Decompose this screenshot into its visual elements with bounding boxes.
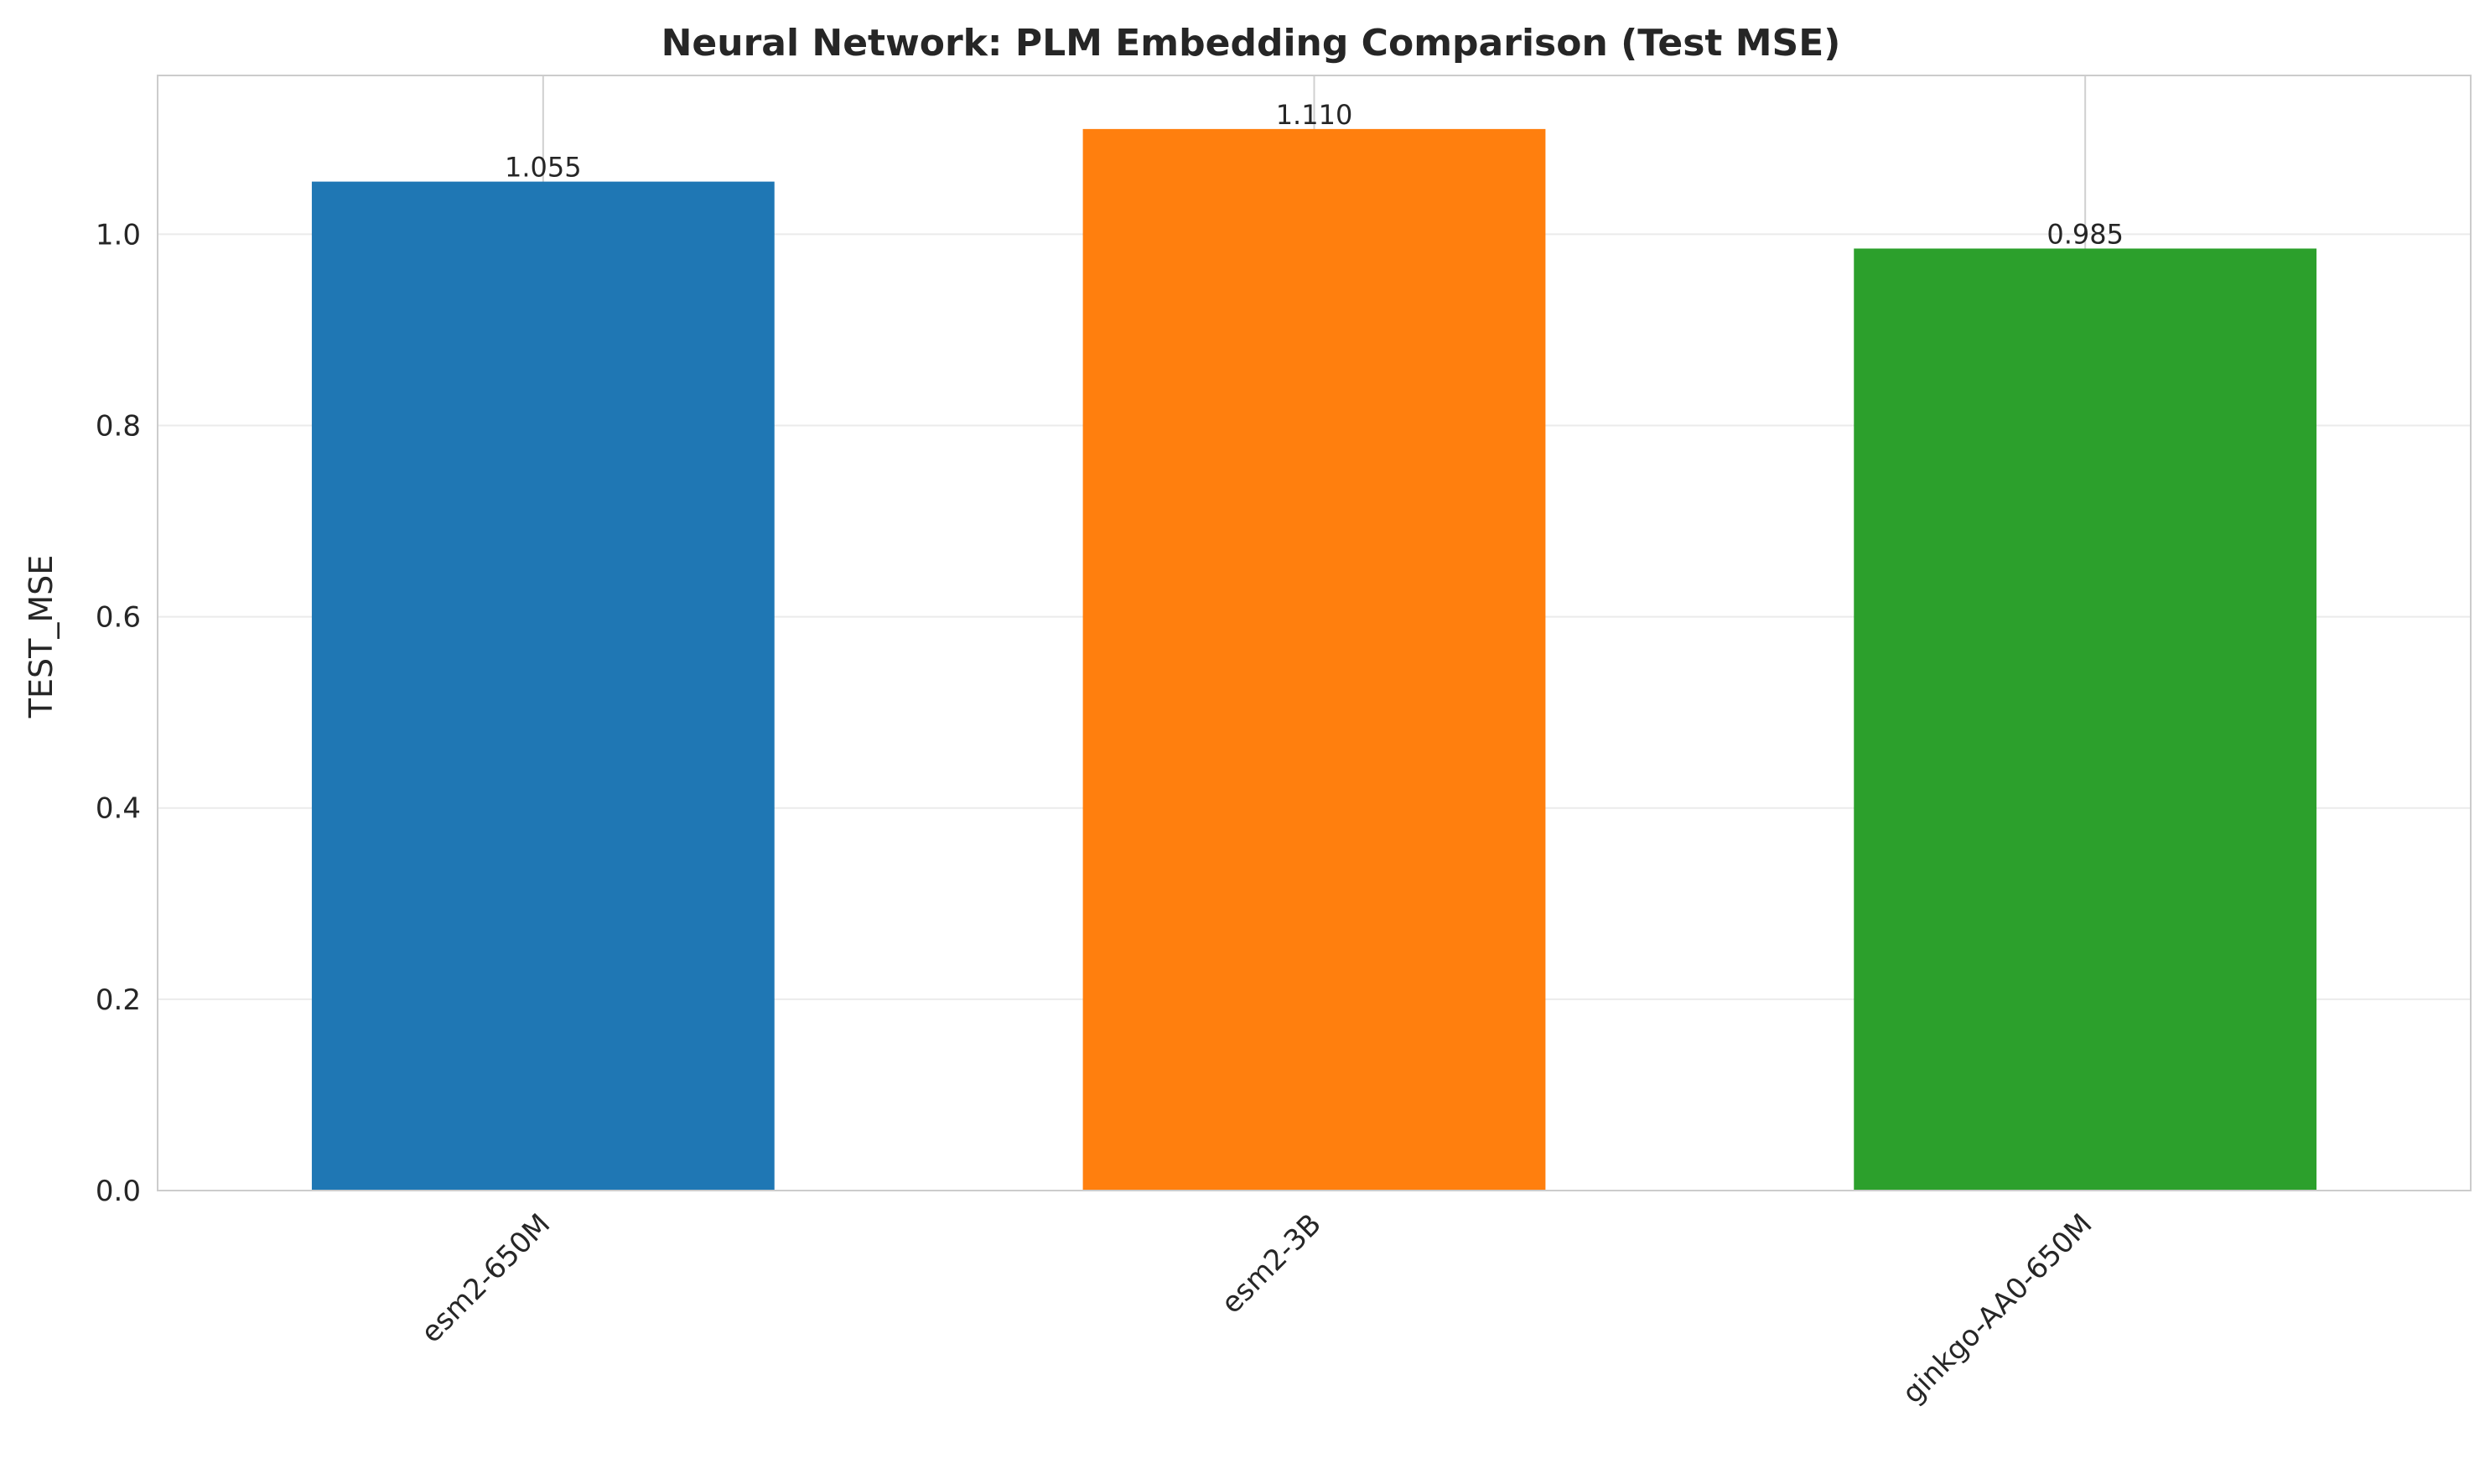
x-tick-label: esm2-650M bbox=[415, 1207, 558, 1350]
bar-ginkgo-AA0-650M bbox=[1854, 248, 2317, 1191]
bar-esm2-3B bbox=[1082, 128, 1546, 1191]
y-tick-label: 0.4 bbox=[96, 792, 141, 826]
data-label: 1.055 bbox=[505, 152, 582, 184]
data-labels: 1.055 1.110 0.985 bbox=[505, 99, 2124, 251]
x-axis-ticks: esm2-650M esm2-3B ginkgo-AA0-650M bbox=[415, 1207, 2099, 1410]
y-tick-label: 0.2 bbox=[96, 983, 141, 1017]
data-label: 1.110 bbox=[1276, 99, 1353, 131]
plot-frame bbox=[157, 75, 2472, 1191]
y-axis-label: TEST_MSE bbox=[23, 555, 60, 719]
data-label: 0.985 bbox=[2046, 218, 2124, 250]
chart-title: Neural Network: PLM Embedding Comparison… bbox=[661, 22, 1841, 65]
bar-esm2-650M bbox=[311, 181, 775, 1191]
y-tick-label: 0.0 bbox=[96, 1175, 141, 1208]
y-tick-label: 0.8 bbox=[96, 409, 141, 443]
x-tick-label: esm2-3B bbox=[1215, 1207, 1328, 1321]
y-tick-label: 0.6 bbox=[96, 601, 141, 635]
bars bbox=[311, 128, 2317, 1191]
x-tick-label: ginkgo-AA0-650M bbox=[1896, 1207, 2098, 1410]
y-tick-label: 1.0 bbox=[96, 218, 141, 252]
y-axis-ticks: 0.0 0.2 0.4 0.6 0.8 1.0 bbox=[96, 218, 141, 1208]
